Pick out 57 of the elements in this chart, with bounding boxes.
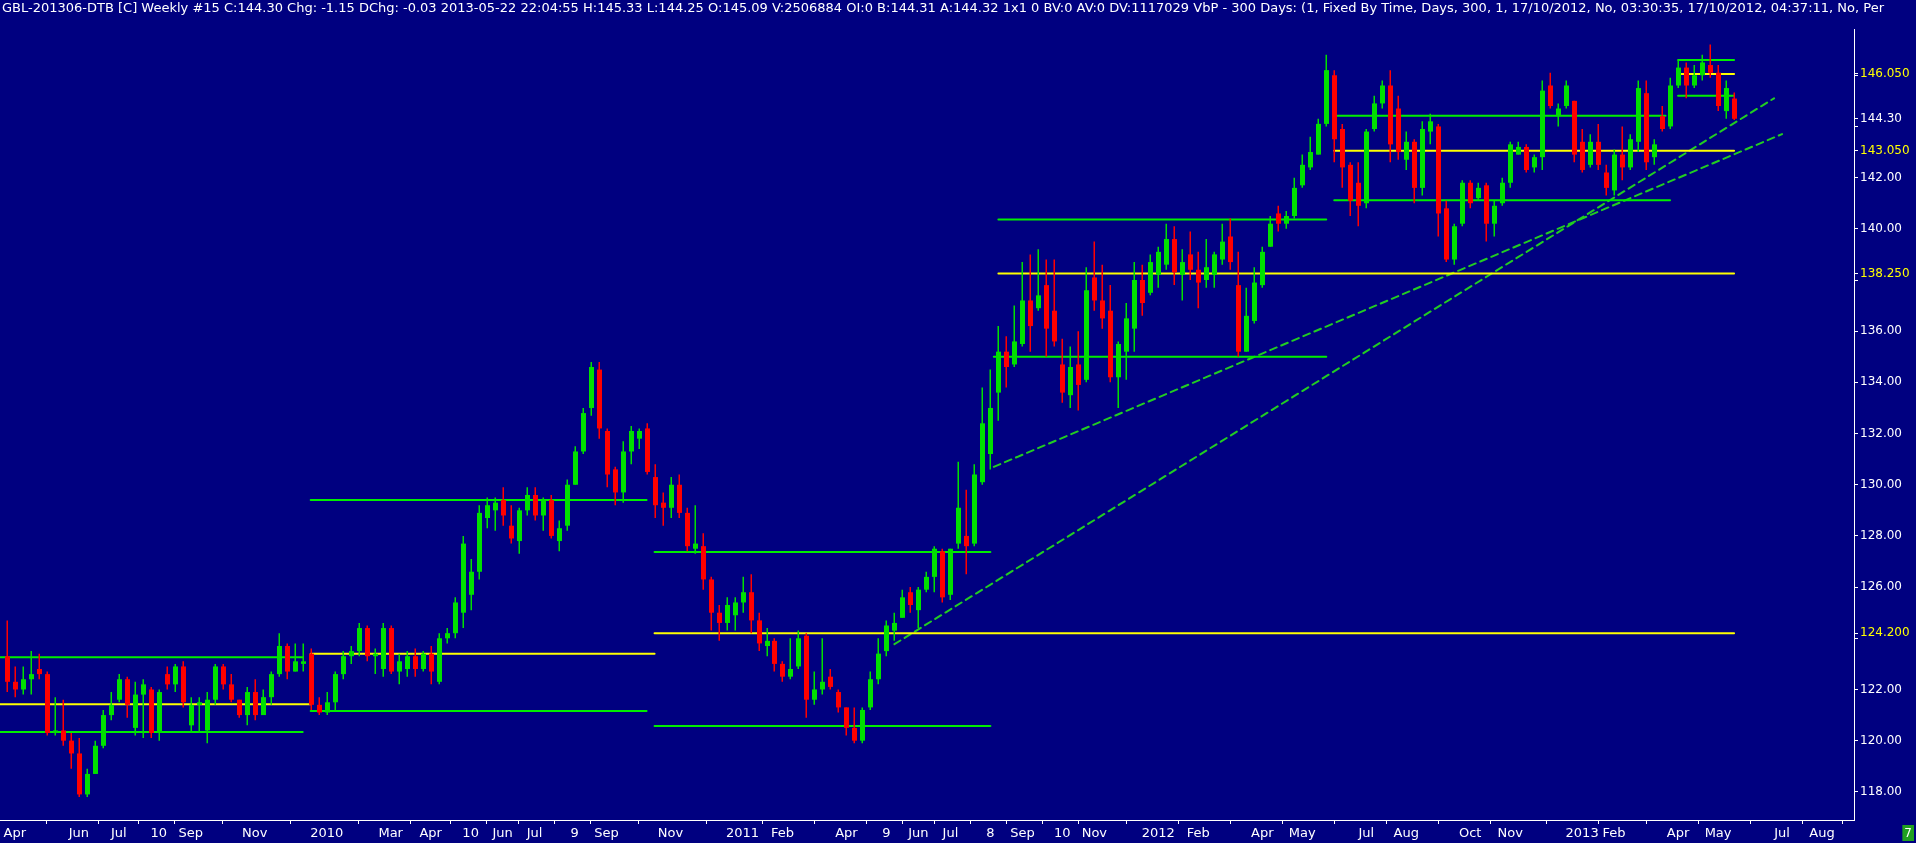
x-tick-label: Sep — [594, 825, 619, 841]
x-tick-label: Jun — [67, 825, 89, 841]
y-tick-label: 134.00 — [1860, 374, 1902, 389]
x-tick-label: Jul — [109, 825, 127, 841]
chart-title: GBL-201306-DTB [C] Weekly #15 C:144.30 Chg: -1.15 DChg: -0.03 2013-05-22 22:04:55 H:145.33 L:144.25 O:145.09 V:2506884 OI:0 B:144.31 A:144.32 1x1 0 BV:0 AV:0 DV:1117029 VbP - 300 Days: (1, Fixed By Time, Days, 300, 1, 17/10/2012, No, 03:30:35, 17/10/2012, 04:37:11, No, Per — [1, 0, 1885, 17]
x-tick-label: 10 — [462, 825, 479, 841]
x-tick-label: Aug — [1393, 825, 1419, 841]
y-tick-label: 136.00 — [1860, 323, 1902, 338]
y-tick-label: 120.00 — [1860, 732, 1902, 747]
x-tick-label: 10 — [150, 825, 168, 841]
x-tick-label: Jul — [1773, 825, 1790, 841]
x-tick-label: Feb — [1186, 825, 1210, 841]
x-tick-label: 8 — [986, 825, 995, 841]
x-tick-label: Apr — [419, 825, 443, 841]
x-tick-label: Nov — [657, 825, 684, 841]
x-tick-label: Sep — [178, 825, 204, 841]
y-tick-label: 142.00 — [1860, 169, 1902, 184]
y-tick-label: 124.200 — [1860, 625, 1910, 640]
x-tick-label: 2012 — [1141, 825, 1175, 841]
x-tick-label: Nov — [1081, 825, 1108, 841]
x-tick-label: 9 — [570, 825, 579, 841]
x-tick-label: Nov — [242, 825, 268, 841]
text: 7 — [1904, 826, 1913, 841]
x-tick-label: Jul — [1357, 825, 1375, 841]
x-tick-label: Nov — [1497, 825, 1524, 841]
y-tick-label: 128.00 — [1860, 528, 1902, 543]
x-tick-label: Jun — [907, 825, 929, 841]
x-tick-label: Jul — [941, 825, 959, 841]
x-tick-label: May — [1704, 825, 1732, 841]
y-tick-label: 130.00 — [1860, 476, 1902, 491]
x-tick-label: Apr — [1666, 825, 1690, 841]
x-tick-label: Apr — [835, 825, 859, 841]
y-tick-label: 143.050 — [1860, 142, 1910, 157]
x-tick-label: May — [1288, 825, 1316, 841]
x-tick-label: Jun — [491, 825, 513, 841]
x-tick-label: Oct — [1458, 825, 1482, 841]
x-tick-label: 10 — [1054, 825, 1071, 841]
y-tick-label: 118.00 — [1860, 783, 1902, 798]
y-tick-label: 144.30 — [1860, 110, 1902, 125]
x-tick-label: Feb — [770, 825, 795, 841]
y-tick-label: 138.250 — [1860, 265, 1910, 280]
y-tick-label: 140.00 — [1860, 220, 1902, 235]
x-tick-label: Apr — [3, 825, 27, 841]
y-tick-label: 122.00 — [1860, 681, 1902, 696]
x-tick-label: Feb — [1602, 825, 1626, 841]
x-tick-label: 2011 — [725, 825, 760, 841]
y-tick-label: 132.00 — [1860, 425, 1902, 440]
y-tick-label: 126.00 — [1860, 579, 1902, 594]
x-tick-label: 9 — [882, 825, 891, 841]
x-tick-label: Apr — [1251, 825, 1275, 841]
x-tick-label: Aug — [1809, 825, 1835, 841]
x-tick-label: Mar — [378, 825, 404, 841]
x-tick-label: 2010 — [310, 825, 344, 841]
x-tick-label: Sep — [1010, 825, 1035, 841]
x-tick-label: Jul — [525, 825, 543, 841]
y-tick-label: 146.050 — [1860, 66, 1910, 81]
x-tick-label: 2013 — [1565, 825, 1599, 841]
